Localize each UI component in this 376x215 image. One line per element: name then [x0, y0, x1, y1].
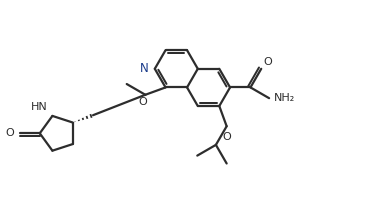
- Text: O: O: [139, 97, 147, 107]
- Text: N: N: [139, 62, 149, 75]
- Text: O: O: [222, 132, 231, 142]
- Text: NH₂: NH₂: [273, 93, 295, 103]
- Text: HN: HN: [31, 102, 48, 112]
- Text: O: O: [263, 57, 272, 67]
- Text: O: O: [5, 128, 14, 138]
